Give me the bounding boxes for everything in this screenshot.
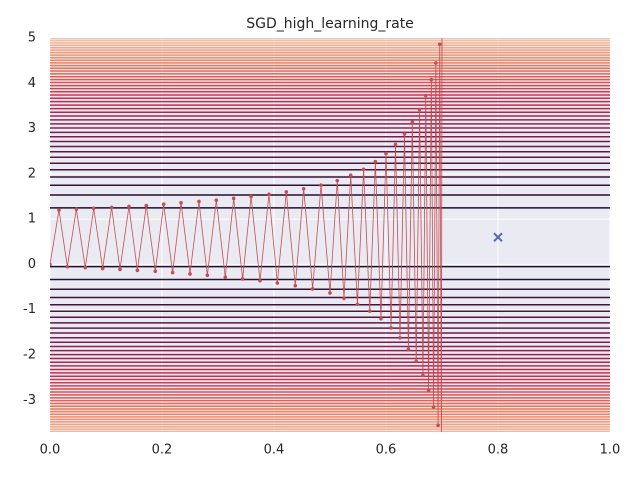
sgd-point — [231, 196, 236, 201]
sgd-point — [423, 93, 428, 98]
y-tick-label: 5 — [28, 31, 36, 46]
sgd-point — [100, 266, 105, 271]
sgd-point — [393, 142, 398, 147]
sgd-point — [328, 291, 332, 295]
sgd-point — [284, 190, 289, 194]
sgd-path — [50, 38, 443, 432]
sgd-point — [91, 206, 96, 211]
minimum-marker — [493, 232, 503, 242]
sgd-point — [170, 270, 175, 275]
sgd-point — [83, 265, 88, 270]
sgd-point — [373, 159, 378, 164]
sgd-point — [355, 302, 360, 307]
sgd-point — [335, 178, 340, 183]
sgd-point — [402, 132, 407, 136]
sgd-point — [440, 443, 444, 447]
sgd-point — [249, 194, 253, 199]
sgd-point — [153, 269, 158, 274]
y-tick-label: 0 — [28, 257, 36, 272]
x-tick-label: 0.8 — [488, 443, 509, 458]
y-tick-label: 2 — [28, 166, 36, 181]
sgd-point — [421, 373, 425, 378]
sgd-point — [367, 309, 372, 313]
sgd-point — [398, 336, 402, 340]
sgd-point — [440, 23, 444, 27]
sgd-point — [301, 187, 306, 191]
sgd-point — [188, 272, 192, 276]
sgd-point — [179, 201, 183, 205]
sgd-point — [379, 316, 383, 321]
y-tick-label: 3 — [28, 121, 36, 136]
sgd-point — [429, 77, 434, 82]
x-tick-label: 0.2 — [152, 443, 173, 458]
sgd-point — [389, 326, 393, 330]
sgd-point — [223, 275, 228, 279]
y-tick-label: 4 — [28, 76, 36, 91]
sgd-point — [414, 359, 419, 364]
sgd-point — [57, 208, 61, 212]
sgd-point — [417, 107, 422, 112]
plot-area — [50, 23, 610, 447]
y-tick-label: -2 — [23, 348, 36, 363]
sgd-point — [431, 405, 436, 409]
sgd-point — [50, 262, 52, 267]
sgd-point — [144, 203, 149, 208]
sgd-point — [109, 205, 114, 210]
sgd-point — [342, 296, 346, 301]
sgd-point — [65, 264, 70, 269]
sgd-point — [197, 199, 201, 204]
x-tick-label: 0.6 — [376, 443, 397, 458]
sgd-point — [319, 183, 323, 187]
y-tick-label: -1 — [23, 302, 36, 317]
sgd-point — [275, 281, 280, 285]
sgd-point — [436, 423, 440, 428]
x-tick-label: 1.0 — [600, 443, 621, 458]
chart-title: SGD_high_learning_rate — [246, 16, 414, 32]
x-tick-label: 0.0 — [40, 443, 61, 458]
sgd-point — [127, 204, 131, 209]
sgd-point — [310, 287, 315, 291]
sgd-point — [74, 207, 79, 211]
sgd-point — [267, 192, 271, 197]
sgd-point — [384, 151, 388, 156]
sgd-point — [135, 268, 140, 273]
sgd-point — [434, 61, 438, 65]
sgd-point — [161, 202, 166, 207]
sgd-point — [205, 273, 210, 278]
sgd-point — [406, 347, 411, 351]
sgd-point — [348, 173, 353, 178]
y-tick-label: 1 — [28, 212, 36, 227]
sgd-point — [258, 278, 262, 283]
sgd-point — [361, 167, 366, 172]
sgd-point — [426, 388, 431, 393]
sgd-point — [118, 267, 122, 272]
sgd-point — [410, 120, 415, 125]
y-tick-label: -3 — [23, 393, 36, 408]
sgd-point — [214, 198, 219, 202]
sgd-point — [293, 283, 298, 288]
sgd-point — [240, 277, 245, 281]
x-tick-label: 0.4 — [264, 443, 285, 458]
sgd-point — [437, 42, 442, 47]
